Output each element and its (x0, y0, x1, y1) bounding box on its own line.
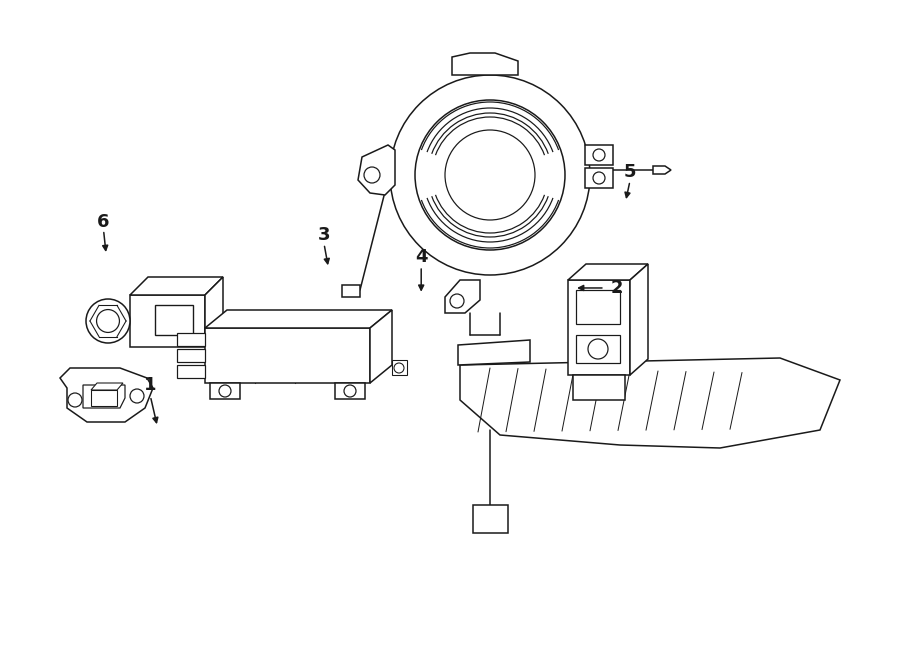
Polygon shape (60, 368, 153, 422)
Circle shape (593, 149, 605, 161)
Polygon shape (130, 277, 223, 295)
Text: 1: 1 (144, 376, 157, 395)
Polygon shape (452, 53, 518, 75)
Circle shape (130, 389, 144, 403)
Circle shape (450, 294, 464, 308)
Bar (473, 505, 508, 533)
Circle shape (68, 393, 82, 407)
Bar (155, 305, 193, 335)
Bar (177, 333, 205, 346)
Circle shape (588, 339, 608, 359)
Bar (177, 365, 205, 378)
Text: 4: 4 (415, 248, 428, 266)
Polygon shape (205, 310, 392, 328)
Polygon shape (342, 285, 360, 297)
Bar (573, 375, 625, 400)
Circle shape (394, 363, 404, 373)
Polygon shape (568, 264, 648, 280)
Polygon shape (205, 277, 223, 347)
Circle shape (415, 100, 565, 250)
Bar (585, 168, 613, 188)
Circle shape (96, 310, 120, 332)
Polygon shape (653, 166, 671, 174)
Circle shape (390, 75, 590, 275)
Bar (177, 349, 205, 362)
Bar (585, 145, 613, 165)
Polygon shape (370, 310, 392, 383)
Bar (205, 328, 370, 383)
Circle shape (86, 299, 130, 343)
Text: 3: 3 (318, 226, 330, 244)
Circle shape (445, 130, 535, 220)
Polygon shape (460, 358, 840, 448)
Text: 6: 6 (97, 213, 110, 231)
Text: 2: 2 (610, 279, 623, 297)
Polygon shape (568, 280, 630, 375)
Circle shape (219, 385, 231, 397)
Polygon shape (358, 145, 395, 195)
Circle shape (344, 385, 356, 397)
Polygon shape (445, 280, 480, 313)
Bar (392, 360, 407, 375)
Polygon shape (630, 264, 648, 375)
Bar (210, 383, 240, 399)
Polygon shape (83, 385, 125, 408)
Bar (576, 335, 620, 363)
Bar (335, 383, 365, 399)
Polygon shape (91, 390, 117, 406)
Circle shape (364, 167, 380, 183)
Bar (130, 295, 205, 347)
Text: 5: 5 (624, 163, 636, 181)
Bar (576, 290, 620, 324)
Circle shape (593, 172, 605, 184)
Polygon shape (91, 383, 123, 390)
Polygon shape (458, 340, 530, 365)
